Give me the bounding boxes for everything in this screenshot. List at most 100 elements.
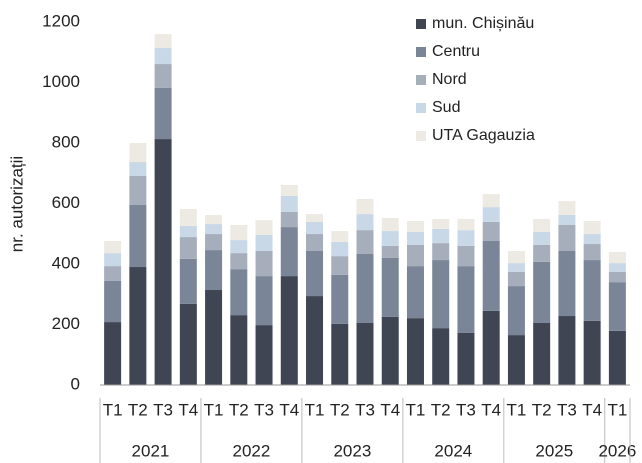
bar-segment [533,218,551,232]
bar-segment [356,254,374,323]
bar-segment [230,224,248,241]
bar-segment [230,240,248,254]
bar-segment [205,224,223,235]
bar-segment [356,198,374,215]
bar-segment [179,225,197,238]
x-tick-label: T4 [380,400,400,419]
x-tick-label: T3 [254,400,274,419]
bar-segment [230,253,248,270]
x-tick-label: T3 [456,400,476,419]
legend-swatch [416,19,426,29]
x-group-label: 2026 [598,441,636,460]
bar-segment [154,64,172,88]
x-tick-label: T1 [406,400,426,419]
x-tick-label: T1 [204,400,224,419]
bar-segment [533,231,551,245]
bar-segment [482,221,500,242]
bar-segment [179,258,197,304]
bar-segment [432,218,450,229]
bar-segment [154,34,172,49]
bar-segment [558,250,576,317]
bar-segment [558,201,576,215]
bar-segment [583,260,601,321]
bar-segment [179,237,197,259]
bar-segment [104,280,122,323]
bar-segment [507,263,525,272]
bar-segment [306,234,324,251]
y-tick-label: 400 [52,253,80,272]
x-tick-label: T4 [582,400,602,419]
bar-segment [205,250,223,291]
bar-segment [432,260,450,329]
bar-segment [406,318,424,385]
bar-segment [558,214,576,225]
x-tick-label: T1 [507,400,527,419]
bar-segment [230,315,248,385]
bar-segment [104,241,122,254]
x-tick-label: T4 [279,400,299,419]
bar-segment [381,316,399,385]
bar-segment [432,228,450,244]
y-tick-label: 1200 [42,11,80,30]
bar-segment [280,185,298,196]
bar-segment [280,195,298,212]
bar-segment [179,208,197,226]
bar-segment [129,175,147,206]
bar-segment [255,250,273,277]
bar-segment [608,282,626,331]
legend-swatch [416,131,426,141]
bar-segment [457,266,475,333]
bar-segment [432,243,450,261]
bar-segment [205,234,223,251]
legend-swatch [416,103,426,113]
x-tick-label: T3 [355,400,375,419]
x-group-label: 2021 [132,441,170,460]
bar-segment [255,234,273,251]
x-tick-label: T1 [305,400,325,419]
x-tick-label: T1 [103,400,123,419]
bar-segment [406,231,424,245]
legend: mun. Chișinău Centru Nord Sud UTA Gagauzia [416,15,535,144]
bar-segment [306,221,324,235]
legend-label: Sud [432,99,460,116]
x-tick-label: T3 [557,400,577,419]
bar-segment [306,250,324,297]
bar-segment [356,230,374,255]
legend-label: UTA Gagauzia [432,127,535,144]
bar-segment [457,245,475,267]
bar-segment [558,316,576,385]
bar-segment [255,220,273,235]
x-tick-label: T1 [607,400,627,419]
x-tick-label: T2 [532,400,552,419]
x-tick-label: T4 [481,400,501,419]
x-group-label: 2022 [233,441,271,460]
bar-segment [381,218,399,232]
legend-swatch [416,75,426,85]
bar-segment [533,261,551,323]
bar-segment [280,227,298,277]
x-tick-label: T3 [153,400,173,419]
bar-segment [507,250,525,264]
y-tick-label: 800 [52,132,80,151]
bar-segment [129,162,147,176]
y-tick-label: 600 [52,193,80,212]
bar-segment [255,276,273,326]
bar-segment [230,269,248,316]
bar-segment [331,323,349,385]
bar-segment [482,241,500,311]
bar-segment [583,244,601,261]
bar-segment [306,296,324,385]
bar-segment [104,322,122,385]
bar-segment [406,266,424,319]
x-group-label: 2024 [434,441,472,460]
bar-segment [356,322,374,385]
bar-segment [331,231,349,242]
bar-segment [205,214,223,225]
bar-segment [129,143,147,163]
bar-segment [104,266,122,281]
bar-segment [457,332,475,385]
legend-swatch [416,47,426,57]
y-tick-label: 0 [71,374,80,393]
x-tick-label: T2 [229,400,249,419]
